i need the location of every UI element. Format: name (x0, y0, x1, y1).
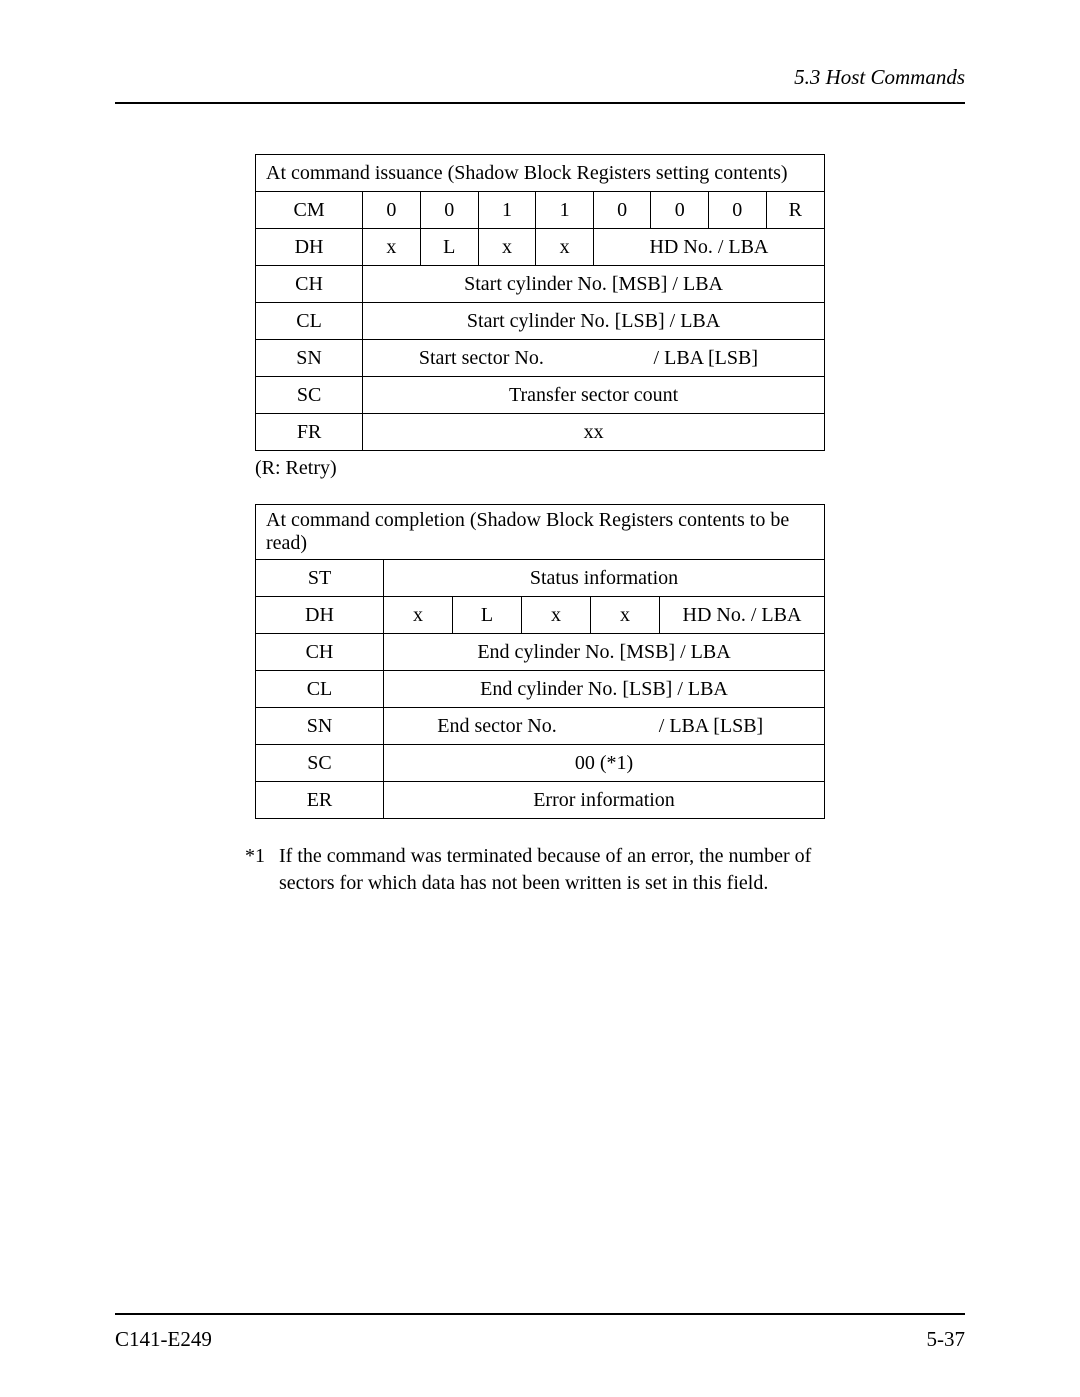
issuance-table: At command issuance (Shadow Block Regist… (255, 154, 825, 451)
fr-value: xx (363, 414, 825, 451)
cl-value: End cylinder No. [LSB] / LBA (384, 671, 825, 708)
issuance-row-sn: SN Start sector No. / LBA [LSB] (256, 340, 825, 377)
row-label: SN (256, 340, 363, 377)
row-label: CH (256, 266, 363, 303)
dh-span: HD No. / LBA (593, 229, 824, 266)
dh-bit0: x (363, 229, 421, 266)
sn-right: / LBA [LSB] (604, 715, 818, 738)
row-label: SN (256, 708, 384, 745)
row-label: CL (256, 671, 384, 708)
sn-value: Start sector No. / LBA [LSB] (363, 340, 825, 377)
dh-bit2: x (478, 229, 536, 266)
cm-bit2: 1 (478, 192, 536, 229)
page-footer: C141-E249 5-37 (115, 1313, 965, 1352)
dh-bit3: x (591, 597, 660, 634)
completion-row-sn: SN End sector No. / LBA [LSB] (256, 708, 825, 745)
cl-value: Start cylinder No. [LSB] / LBA (363, 303, 825, 340)
row-label: FR (256, 414, 363, 451)
sn-left: Start sector No. (369, 347, 593, 370)
sc-value: 00 (*1) (384, 745, 825, 782)
sn-value: End sector No. / LBA [LSB] (384, 708, 825, 745)
issuance-row-cl: CL Start cylinder No. [LSB] / LBA (256, 303, 825, 340)
cm-bit6: 0 (708, 192, 766, 229)
issuance-row-cm: CM 0 0 1 1 0 0 0 R (256, 192, 825, 229)
cm-bit5: 0 (651, 192, 709, 229)
cm-bit4: 0 (593, 192, 651, 229)
cm-bit0: 0 (363, 192, 421, 229)
page-header: 5.3 Host Commands (115, 65, 965, 104)
issuance-title: At command issuance (Shadow Block Regist… (256, 155, 825, 192)
row-label: CL (256, 303, 363, 340)
issuance-row-ch: CH Start cylinder No. [MSB] / LBA (256, 266, 825, 303)
st-value: Status information (384, 560, 825, 597)
completion-title: At command completion (Shadow Block Regi… (256, 505, 825, 560)
row-label: SC (256, 377, 363, 414)
completion-row-sc: SC 00 (*1) (256, 745, 825, 782)
footnote: *1 If the command was terminated because… (245, 843, 835, 897)
footer-left: C141-E249 (115, 1327, 212, 1352)
row-label: SC (256, 745, 384, 782)
dh-bit3: x (536, 229, 594, 266)
completion-table: At command completion (Shadow Block Regi… (255, 504, 825, 819)
row-label: CM (256, 192, 363, 229)
cm-bit1: 0 (420, 192, 478, 229)
ch-value: Start cylinder No. [MSB] / LBA (363, 266, 825, 303)
issuance-row-dh: DH x L x x HD No. / LBA (256, 229, 825, 266)
row-label: ST (256, 560, 384, 597)
ch-value: End cylinder No. [MSB] / LBA (384, 634, 825, 671)
row-label: DH (256, 597, 384, 634)
cm-bit3: 1 (536, 192, 594, 229)
sn-right: / LBA [LSB] (594, 347, 818, 370)
dh-bit0: x (384, 597, 453, 634)
section-title: 5.3 Host Commands (794, 65, 965, 89)
dh-bit1: L (453, 597, 522, 634)
footnote-text: If the command was terminated because of… (279, 843, 835, 897)
er-value: Error information (384, 782, 825, 819)
dh-span: HD No. / LBA (660, 597, 825, 634)
retry-note: (R: Retry) (255, 457, 825, 480)
row-label: CH (256, 634, 384, 671)
completion-row-er: ER Error information (256, 782, 825, 819)
dh-bit1: L (420, 229, 478, 266)
footer-right: 5-37 (927, 1327, 966, 1352)
footnote-label: *1 (245, 843, 265, 897)
row-label: ER (256, 782, 384, 819)
issuance-row-fr: FR xx (256, 414, 825, 451)
page-content: At command issuance (Shadow Block Regist… (115, 154, 965, 1313)
completion-row-st: ST Status information (256, 560, 825, 597)
sn-left: End sector No. (390, 715, 604, 738)
completion-row-dh: DH x L x x HD No. / LBA (256, 597, 825, 634)
sc-value: Transfer sector count (363, 377, 825, 414)
completion-row-cl: CL End cylinder No. [LSB] / LBA (256, 671, 825, 708)
completion-row-ch: CH End cylinder No. [MSB] / LBA (256, 634, 825, 671)
dh-bit2: x (522, 597, 591, 634)
issuance-row-sc: SC Transfer sector count (256, 377, 825, 414)
cm-bit7: R (766, 192, 824, 229)
row-label: DH (256, 229, 363, 266)
document-page: 5.3 Host Commands At command issuance (S… (0, 0, 1080, 1397)
